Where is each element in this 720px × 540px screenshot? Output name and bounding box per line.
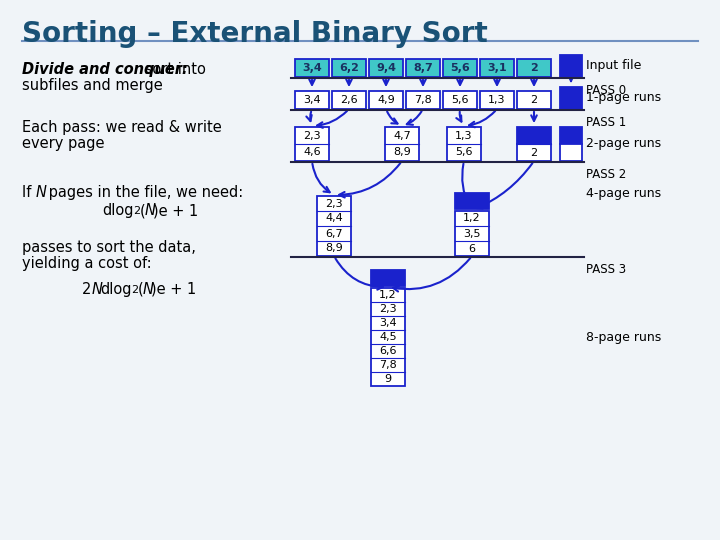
Bar xyxy=(332,91,366,109)
Text: 4,4: 4,4 xyxy=(325,213,343,224)
Text: dlog: dlog xyxy=(102,203,133,218)
Text: every page: every page xyxy=(22,136,104,151)
Text: sort into: sort into xyxy=(140,62,206,77)
Text: 2-page runs: 2-page runs xyxy=(586,138,661,151)
Text: 6: 6 xyxy=(469,244,475,253)
Text: N: N xyxy=(36,185,47,200)
Bar xyxy=(517,59,551,77)
Bar xyxy=(517,127,551,144)
Text: 9,4: 9,4 xyxy=(376,63,396,73)
Bar xyxy=(443,91,477,109)
Text: )e + 1: )e + 1 xyxy=(151,282,197,297)
Text: PASS 2: PASS 2 xyxy=(586,168,626,181)
Text: 2: 2 xyxy=(131,285,138,295)
Text: 9: 9 xyxy=(384,374,392,384)
Bar xyxy=(371,288,405,386)
Text: 2,3: 2,3 xyxy=(379,304,397,314)
Text: PASS 3: PASS 3 xyxy=(586,263,626,276)
Text: (: ( xyxy=(140,203,145,218)
Bar xyxy=(369,59,403,77)
Text: 5,6: 5,6 xyxy=(455,147,473,158)
Text: 2: 2 xyxy=(530,63,538,73)
Bar xyxy=(295,59,329,77)
Text: 2: 2 xyxy=(133,206,140,216)
Bar xyxy=(455,211,489,256)
Text: If: If xyxy=(22,185,36,200)
Text: 1,3: 1,3 xyxy=(455,131,473,140)
Bar xyxy=(560,127,582,144)
Text: 1,3: 1,3 xyxy=(488,95,505,105)
Text: 3,4: 3,4 xyxy=(379,318,397,328)
Text: Each pass: we read & write: Each pass: we read & write xyxy=(22,120,222,135)
Text: N: N xyxy=(143,282,154,297)
Text: 4,5: 4,5 xyxy=(379,332,397,342)
Bar xyxy=(371,270,405,286)
Bar xyxy=(332,59,366,77)
Text: N: N xyxy=(92,282,103,297)
Bar xyxy=(517,144,551,161)
Text: (: ( xyxy=(138,282,144,297)
Text: 6,6: 6,6 xyxy=(379,346,397,356)
Bar xyxy=(447,127,481,161)
Bar xyxy=(455,193,489,209)
Text: 6,2: 6,2 xyxy=(339,63,359,73)
Text: yielding a cost of:: yielding a cost of: xyxy=(22,256,152,271)
Text: 8,9: 8,9 xyxy=(325,244,343,253)
Text: 3,4: 3,4 xyxy=(302,63,322,73)
Text: 4-page runs: 4-page runs xyxy=(586,187,661,200)
Bar xyxy=(406,59,440,77)
Text: Divide and conquer:: Divide and conquer: xyxy=(22,62,188,77)
Text: 1,2: 1,2 xyxy=(463,213,481,224)
Text: 2: 2 xyxy=(531,95,538,105)
Bar xyxy=(480,91,514,109)
Bar xyxy=(317,196,351,256)
Text: Input file: Input file xyxy=(586,59,642,72)
Text: 5,6: 5,6 xyxy=(451,95,469,105)
Text: 1,2: 1,2 xyxy=(379,290,397,300)
Bar xyxy=(560,87,582,109)
Text: 4,9: 4,9 xyxy=(377,95,395,105)
Text: 2: 2 xyxy=(531,147,538,158)
Text: 3,5: 3,5 xyxy=(463,228,481,239)
Text: dlog: dlog xyxy=(100,282,132,297)
Text: 2,6: 2,6 xyxy=(340,95,358,105)
Bar xyxy=(295,127,329,161)
Text: 3,4: 3,4 xyxy=(303,95,321,105)
Text: passes to sort the data,: passes to sort the data, xyxy=(22,240,196,255)
Bar xyxy=(443,59,477,77)
Text: 2: 2 xyxy=(82,282,91,297)
Text: 5,6: 5,6 xyxy=(450,63,470,73)
Text: 8-page runs: 8-page runs xyxy=(586,330,661,343)
Text: 6,7: 6,7 xyxy=(325,228,343,239)
Bar xyxy=(517,91,551,109)
Bar xyxy=(560,144,582,161)
Text: 7,8: 7,8 xyxy=(379,360,397,370)
Bar xyxy=(369,91,403,109)
Text: pages in the file, we need:: pages in the file, we need: xyxy=(44,185,243,200)
Bar xyxy=(295,91,329,109)
Text: 8,7: 8,7 xyxy=(413,63,433,73)
Text: 8,9: 8,9 xyxy=(393,147,411,158)
Text: 4,6: 4,6 xyxy=(303,147,321,158)
Bar xyxy=(480,59,514,77)
Bar xyxy=(560,55,582,77)
Bar xyxy=(406,91,440,109)
Text: 1-page runs: 1-page runs xyxy=(586,91,661,105)
Text: 4,7: 4,7 xyxy=(393,131,411,140)
Text: subfiles and merge: subfiles and merge xyxy=(22,78,163,93)
Text: 2,3: 2,3 xyxy=(303,131,321,140)
Text: PASS 0: PASS 0 xyxy=(586,84,626,97)
Text: )e + 1: )e + 1 xyxy=(153,203,198,218)
Text: 3,1: 3,1 xyxy=(487,63,507,73)
Text: N: N xyxy=(145,203,156,218)
Text: 7,8: 7,8 xyxy=(414,95,432,105)
Text: Sorting – External Binary Sort: Sorting – External Binary Sort xyxy=(22,20,487,48)
Text: 2,3: 2,3 xyxy=(325,199,343,208)
Text: PASS 1: PASS 1 xyxy=(586,116,626,129)
Bar xyxy=(385,127,419,161)
